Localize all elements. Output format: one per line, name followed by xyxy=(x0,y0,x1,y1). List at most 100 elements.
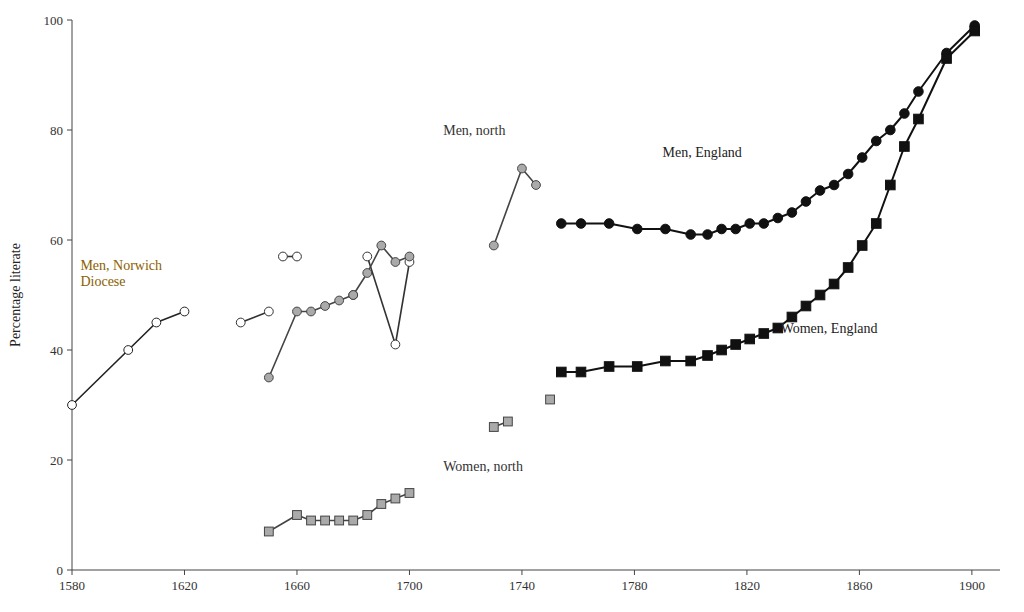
x-tick-label: 1580 xyxy=(59,578,85,593)
annotation-line: Men, Norwich xyxy=(80,258,162,273)
x-tick xyxy=(746,570,747,575)
series-line xyxy=(494,169,536,246)
series-point xyxy=(745,334,755,344)
series-point xyxy=(829,279,839,289)
series xyxy=(68,307,189,409)
series-point xyxy=(815,290,825,300)
series-point xyxy=(363,252,372,261)
series-point xyxy=(307,516,316,525)
series xyxy=(236,307,273,327)
y-tick-label: 60 xyxy=(50,233,63,248)
annotation-line: Women, England xyxy=(781,321,878,336)
x-tick-label: 1820 xyxy=(734,578,760,593)
series-point xyxy=(363,269,372,278)
y-tick xyxy=(67,20,72,21)
series-point xyxy=(759,219,769,229)
series-point xyxy=(557,367,567,377)
series-point xyxy=(335,296,344,305)
series-line xyxy=(269,493,410,532)
series xyxy=(557,26,980,377)
series-point xyxy=(745,219,755,229)
annotation-line: Diocese xyxy=(80,274,125,289)
series-point xyxy=(335,516,344,525)
y-axis-label: Percentage literate xyxy=(8,243,23,347)
series-point xyxy=(717,345,727,355)
x-tick-label: 1900 xyxy=(959,578,985,593)
series-point xyxy=(886,180,896,190)
x-tick xyxy=(634,570,635,575)
x-tick-label: 1660 xyxy=(284,578,310,593)
y-tick-label: 80 xyxy=(50,123,63,138)
series-point xyxy=(787,208,797,218)
series-point xyxy=(661,224,671,234)
y-tick xyxy=(67,130,72,131)
annotation: Men, north xyxy=(443,123,505,138)
series xyxy=(279,252,302,261)
annotation-line: Men, England xyxy=(663,145,742,160)
series-point xyxy=(576,219,586,229)
series-point xyxy=(815,186,825,196)
series-point xyxy=(871,136,881,146)
series-line xyxy=(561,31,974,372)
x-axis-line xyxy=(72,570,1000,571)
series-point xyxy=(632,362,642,372)
annotation: Men, England xyxy=(663,145,742,160)
series-point xyxy=(377,241,386,250)
series-point xyxy=(604,362,614,372)
y-tick-label: 40 xyxy=(50,343,63,358)
x-tick xyxy=(409,570,410,575)
series-line xyxy=(269,295,353,378)
series-point xyxy=(391,258,400,267)
series-point xyxy=(900,109,910,119)
series-point xyxy=(349,516,358,525)
series-point xyxy=(871,219,881,229)
series-point xyxy=(604,219,614,229)
series-point xyxy=(717,224,727,234)
series-point xyxy=(759,329,769,339)
x-tick-label: 1620 xyxy=(171,578,197,593)
series-point xyxy=(124,346,133,355)
y-tick-label: 100 xyxy=(44,13,64,28)
series-point xyxy=(661,356,671,366)
x-tick xyxy=(184,570,185,575)
series xyxy=(557,21,980,240)
series-point xyxy=(773,213,783,223)
series-point xyxy=(801,197,811,207)
y-tick xyxy=(67,460,72,461)
series xyxy=(546,395,555,404)
series-point xyxy=(391,340,400,349)
y-tick xyxy=(67,240,72,241)
series-point xyxy=(557,219,567,229)
annotation: Women, England xyxy=(781,321,878,336)
series-point xyxy=(349,291,358,300)
series-point xyxy=(900,142,910,152)
series-point xyxy=(686,356,696,366)
series-point xyxy=(321,516,330,525)
series-point xyxy=(307,307,316,316)
series xyxy=(489,164,540,250)
series-point xyxy=(293,252,302,261)
x-tick xyxy=(971,570,972,575)
chart-container: 1580162016601700174017801820186019000204… xyxy=(0,0,1024,612)
annotation-line: Women, north xyxy=(443,459,523,474)
series-point xyxy=(236,318,245,327)
y-tick xyxy=(67,570,72,571)
series-line xyxy=(367,257,409,345)
x-tick-label: 1780 xyxy=(621,578,647,593)
series-point xyxy=(532,181,541,190)
series-point xyxy=(503,417,512,426)
annotation-line: Men, north xyxy=(443,123,505,138)
x-tick-label: 1860 xyxy=(846,578,872,593)
series-point xyxy=(363,511,372,520)
series-point xyxy=(489,241,498,250)
series-point xyxy=(857,153,867,163)
x-tick xyxy=(296,570,297,575)
y-tick-label: 0 xyxy=(57,563,64,578)
series-point xyxy=(843,169,853,179)
series-point xyxy=(489,423,498,432)
annotations: Men, NorwichDiocese Men, north Men, Englan… xyxy=(80,123,877,474)
series-point xyxy=(970,26,980,36)
series-point xyxy=(349,291,358,300)
series-point xyxy=(264,527,273,536)
x-tick xyxy=(72,570,73,575)
